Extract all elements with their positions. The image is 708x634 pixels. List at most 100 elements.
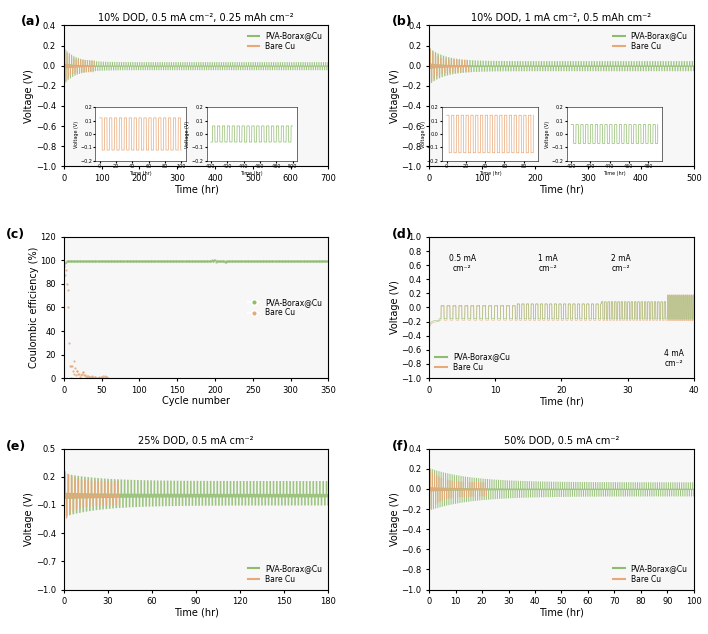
Point — [192, 256, 203, 266]
Point — [157, 256, 169, 266]
Point — [140, 256, 152, 266]
Point — [135, 256, 147, 266]
Point — [278, 256, 289, 266]
Point — [130, 256, 142, 266]
Point — [295, 256, 307, 266]
Point — [113, 256, 125, 266]
Point — [83, 256, 94, 266]
Point — [115, 256, 127, 266]
Point — [234, 256, 245, 266]
Point — [294, 256, 305, 266]
Point — [90, 256, 101, 266]
Point — [93, 373, 104, 383]
Point — [148, 256, 159, 266]
Point — [93, 256, 104, 266]
Point — [271, 256, 282, 266]
Point — [292, 256, 304, 266]
Point — [263, 256, 275, 266]
Point — [239, 256, 250, 266]
Point — [159, 256, 171, 266]
Title: 25% DOD, 0.5 mA cm⁻²: 25% DOD, 0.5 mA cm⁻² — [138, 436, 254, 446]
Point — [309, 256, 320, 266]
Point — [297, 256, 308, 266]
Point — [227, 256, 238, 266]
Point — [62, 256, 74, 266]
Point — [184, 256, 195, 266]
Point — [75, 374, 86, 384]
Point — [149, 256, 161, 266]
Point — [65, 256, 76, 266]
Point — [72, 369, 84, 379]
Point — [207, 256, 218, 266]
Point — [112, 256, 123, 266]
Point — [72, 256, 84, 266]
Point — [283, 256, 295, 266]
Point — [202, 256, 214, 266]
Point — [304, 256, 316, 266]
Point — [265, 256, 276, 266]
Point — [268, 256, 279, 266]
Point — [200, 256, 211, 266]
Point — [60, 257, 72, 267]
Point — [225, 256, 236, 266]
Point — [125, 256, 136, 266]
Point — [90, 372, 101, 382]
Point — [295, 256, 306, 266]
Point — [60, 265, 72, 275]
Point — [71, 256, 82, 266]
Point — [212, 256, 224, 266]
Point — [102, 256, 113, 266]
Point — [241, 256, 253, 266]
Point — [168, 256, 179, 266]
Point — [310, 256, 321, 266]
Point — [322, 256, 333, 266]
Point — [258, 256, 269, 266]
Point — [268, 256, 280, 266]
Point — [142, 256, 154, 266]
Point — [212, 256, 223, 266]
Point — [262, 256, 273, 266]
Point — [103, 256, 114, 266]
Point — [204, 256, 215, 266]
Point — [254, 256, 266, 266]
Point — [137, 256, 148, 266]
Point — [68, 256, 79, 266]
Point — [131, 256, 142, 266]
Point — [239, 256, 251, 266]
Point — [147, 256, 159, 266]
Point — [280, 256, 292, 266]
Point — [77, 256, 88, 266]
Point — [193, 256, 204, 266]
Point — [101, 372, 113, 382]
X-axis label: Time (hr): Time (hr) — [173, 607, 219, 618]
Point — [303, 256, 314, 266]
Legend: PVA-Borax@Cu, Bare Cu: PVA-Borax@Cu, Bare Cu — [611, 562, 690, 586]
Y-axis label: Voltage (V): Voltage (V) — [25, 492, 35, 546]
Point — [321, 256, 333, 266]
Point — [77, 366, 88, 377]
Point — [153, 256, 164, 266]
Point — [284, 256, 295, 266]
Point — [81, 373, 92, 383]
Point — [251, 256, 262, 266]
Point — [234, 256, 246, 266]
Point — [61, 256, 72, 266]
Point — [91, 256, 102, 266]
Point — [230, 256, 241, 266]
Point — [272, 256, 283, 266]
Legend: PVA-Borax@Cu, Bare Cu: PVA-Borax@Cu, Bare Cu — [433, 350, 512, 374]
Point — [166, 256, 178, 266]
Point — [232, 256, 244, 266]
Point — [232, 256, 243, 266]
Point — [154, 256, 166, 266]
X-axis label: Cycle number: Cycle number — [162, 396, 230, 406]
Point — [167, 256, 178, 266]
Point — [188, 256, 199, 266]
Point — [95, 256, 106, 266]
Point — [198, 256, 210, 266]
Point — [109, 256, 120, 266]
Point — [83, 372, 94, 382]
Point — [134, 256, 145, 266]
Point — [215, 256, 227, 266]
Point — [287, 256, 298, 266]
